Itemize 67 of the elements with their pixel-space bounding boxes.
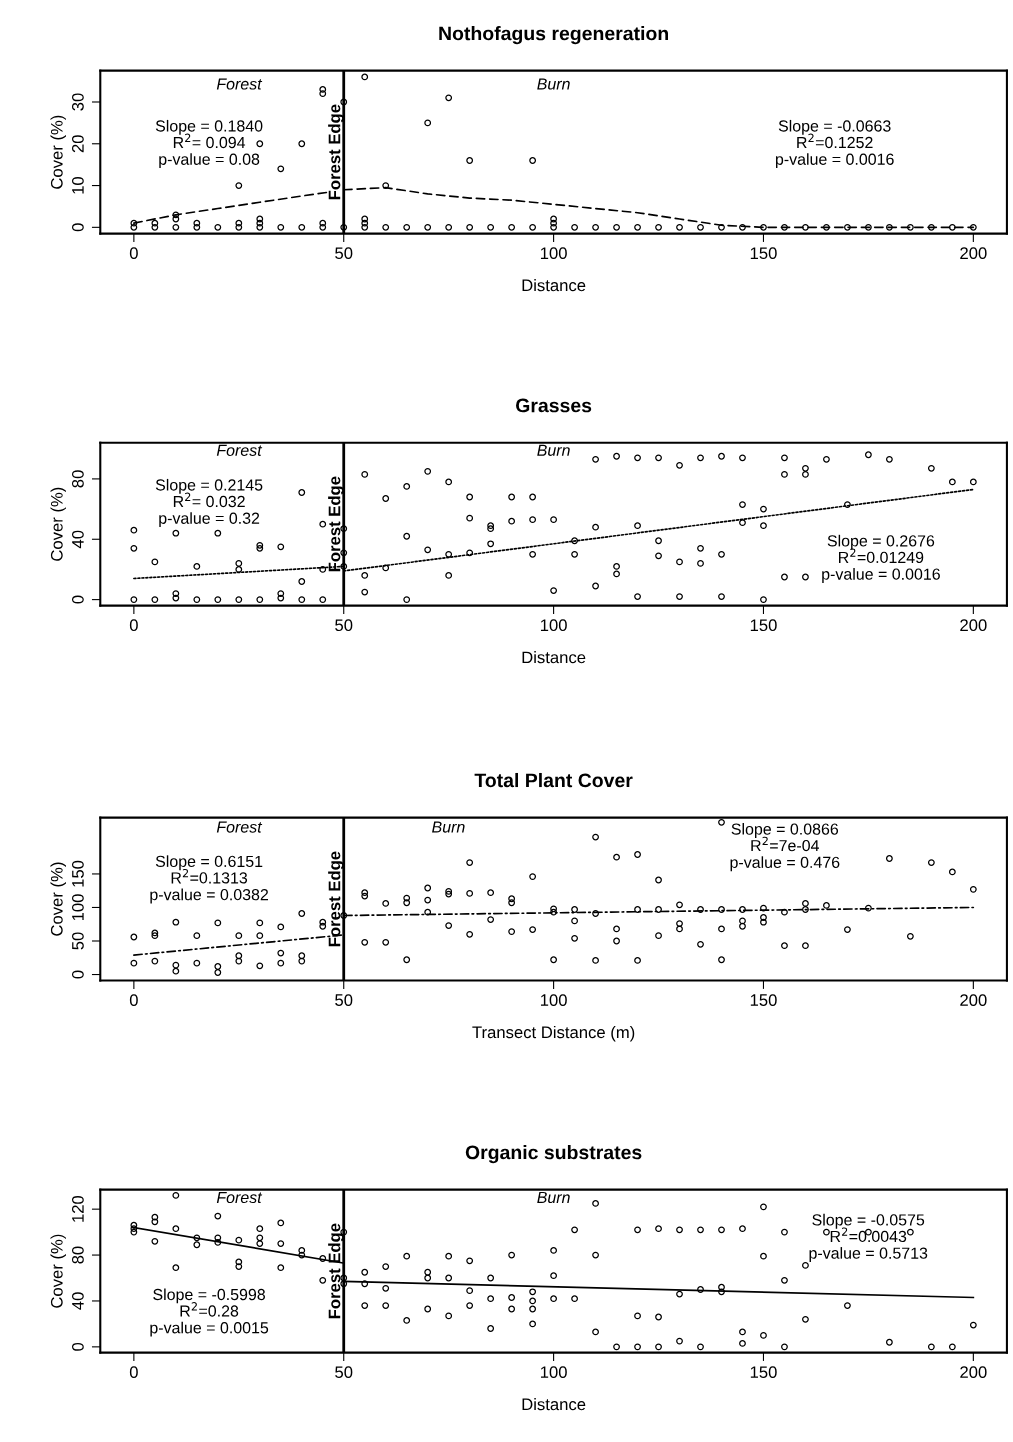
x-tick-label: 0 [129, 619, 138, 632]
x-tick-label: 0 [129, 994, 138, 1006]
annotation: Forest [216, 1191, 263, 1204]
annotation: Slope = -0.5998 R$^{2}$=0.28 p-value = 0.0015 [150, 1288, 269, 1337]
x-tick-label: 150 [750, 994, 777, 1006]
x-tick-label: 100 [540, 994, 567, 1006]
y-axis-title: Cover (%) [50, 862, 66, 936]
x-tick-label: 100 [540, 1366, 567, 1379]
y-tick-label: 40 [72, 530, 84, 549]
x-tick-label: 0 [129, 1366, 138, 1379]
y-tick-label: 0 [72, 1342, 84, 1351]
x-axis-title: Distance [522, 1397, 586, 1411]
annotation: Burn [537, 78, 570, 90]
y-tick-label: 100 [72, 894, 84, 921]
y-tick-label: 20 [72, 135, 84, 153]
ref-line-label: Forest Edge [328, 476, 344, 572]
x-tick-label: 100 [540, 247, 567, 260]
y-axis-title: Cover (%) [50, 487, 66, 561]
x-tick-label: 50 [335, 1366, 353, 1379]
annotation: Slope = -0.0575 R$^{2}$=0.0043 p-value = 0.5713 [809, 1213, 928, 1262]
ref-line-label: Forest Edge [328, 1223, 344, 1319]
x-tick-label: 150 [750, 619, 777, 632]
annotation: Slope = 0.2145 R$^{2}$= 0.032 p-value = 0.32 [155, 478, 263, 528]
x-axis-title: Distance [522, 279, 586, 292]
x-tick-label: 200 [960, 994, 987, 1006]
x-tick-label: 100 [540, 619, 567, 632]
x-tick-label: 150 [750, 247, 777, 260]
annotation: Slope = -0.0663 R$^{2}$=0.1252 p-value = 0.0016 [775, 119, 894, 169]
y-axis-title: Cover (%) [50, 115, 66, 189]
x-axis-title: Distance [522, 651, 586, 664]
annotation: Burn [537, 1191, 570, 1204]
x-tick-label: 50 [335, 247, 353, 260]
x-tick-label: 150 [750, 1366, 777, 1379]
y-tick-label: 80 [72, 1246, 84, 1264]
ref-line-label: Forest Edge [328, 104, 344, 200]
y-tick-label: 150 [72, 860, 84, 887]
y-tick-label: 0 [72, 595, 84, 604]
y-tick-label: 0 [72, 970, 84, 979]
y-tick-label: 30 [72, 93, 84, 111]
y-tick-label: 0 [72, 223, 84, 232]
annotation: Burn [537, 444, 570, 456]
y-tick-label: 80 [72, 470, 84, 488]
y-axis-title: Cover (%) [50, 1234, 66, 1308]
y-tick-label: 120 [72, 1195, 84, 1222]
y-tick-label: 10 [72, 176, 84, 194]
chart-title: Total Plant Cover [474, 772, 633, 788]
x-tick-label: 50 [335, 619, 353, 632]
x-tick-label: 200 [960, 619, 987, 632]
y-tick-label: 50 [72, 932, 84, 950]
x-tick-label: 200 [960, 247, 987, 260]
x-tick-label: 0 [129, 247, 138, 260]
annotation: Forest [216, 78, 263, 90]
annotation: Slope = 0.1840 R$^{2}$= 0.094 p-value = 0.08 [155, 119, 263, 169]
chart-title: Grasses [516, 398, 592, 413]
annotation: Slope = 0.2676 R$^{2}$=0.01249 p-value = 0.0016 [822, 534, 940, 583]
annotation: Burn [432, 821, 465, 833]
ref-line-label: Forest Edge [328, 851, 344, 947]
annotation: Slope = 0.0866 R$^{2}$=7e-04 p-value = 0.476 [730, 823, 840, 872]
x-tick-label: 200 [960, 1366, 987, 1379]
y-tick-label: 40 [72, 1292, 84, 1310]
x-tick-label: 50 [335, 994, 353, 1006]
chart-title: Nothofagus regeneration [439, 26, 668, 45]
annotation: Forest [216, 444, 263, 456]
chart-title: Organic substrates [465, 1145, 642, 1164]
annotation: Forest [216, 821, 263, 833]
annotation: Slope = 0.6151 R$^{2}$=0.1313 p-value = 0.0382 [150, 855, 269, 904]
x-axis-title: Transect Distance (m) [472, 1025, 635, 1042]
